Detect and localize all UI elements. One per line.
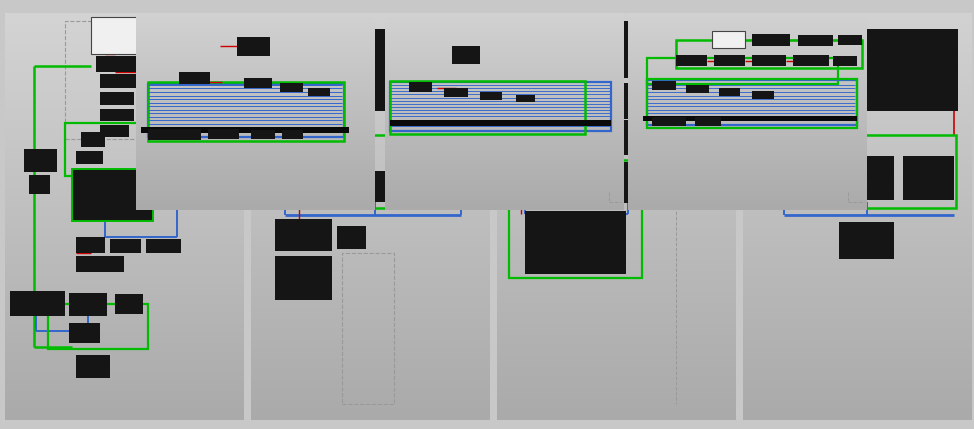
Bar — [280, 83, 304, 92]
Bar — [76, 256, 125, 272]
Bar — [839, 35, 862, 45]
Bar — [263, 135, 462, 208]
Bar — [10, 291, 64, 317]
Bar — [322, 171, 423, 202]
Bar — [390, 82, 612, 131]
Bar — [72, 169, 153, 221]
Bar — [281, 130, 304, 139]
Bar — [719, 88, 740, 96]
Bar — [337, 227, 366, 249]
Bar — [409, 82, 432, 92]
Bar — [276, 256, 332, 300]
Bar — [337, 164, 371, 186]
Bar — [160, 178, 189, 195]
Bar — [48, 304, 148, 349]
Bar — [752, 34, 791, 46]
Bar — [208, 129, 239, 139]
Bar — [100, 109, 133, 121]
Bar — [342, 253, 394, 404]
Bar — [525, 21, 650, 78]
Bar — [72, 169, 153, 221]
Bar — [24, 149, 57, 172]
Bar — [390, 120, 612, 126]
Bar — [148, 82, 344, 141]
Bar — [834, 56, 857, 66]
Bar — [390, 81, 585, 134]
Bar — [653, 81, 676, 90]
Bar — [81, 132, 105, 147]
Bar — [308, 88, 329, 96]
Bar — [100, 91, 133, 105]
Bar — [648, 80, 857, 125]
Bar — [676, 40, 862, 68]
Bar — [840, 29, 958, 111]
Bar — [64, 123, 184, 176]
Bar — [444, 88, 468, 97]
Bar — [590, 162, 666, 203]
Bar — [508, 111, 711, 160]
Bar — [807, 169, 840, 192]
Bar — [428, 172, 462, 202]
Bar — [299, 172, 330, 194]
Bar — [793, 55, 829, 66]
Bar — [452, 46, 480, 64]
Bar — [158, 154, 191, 174]
Bar — [508, 162, 585, 203]
Bar — [480, 92, 502, 100]
Bar — [64, 21, 196, 139]
Bar — [91, 17, 138, 54]
Bar — [904, 155, 954, 200]
Bar — [695, 118, 722, 127]
Bar — [714, 55, 745, 66]
Bar — [513, 119, 604, 155]
Bar — [148, 84, 344, 137]
Bar — [294, 140, 335, 168]
Bar — [115, 294, 143, 314]
Bar — [798, 35, 834, 46]
Bar — [840, 222, 894, 260]
Bar — [653, 117, 686, 127]
Bar — [110, 239, 141, 253]
Bar — [244, 78, 273, 88]
Bar — [612, 120, 668, 155]
Bar — [76, 237, 105, 253]
Bar — [76, 151, 102, 164]
Bar — [752, 55, 786, 66]
Bar — [712, 30, 745, 48]
Bar — [141, 127, 349, 133]
Bar — [755, 135, 956, 208]
Bar — [846, 162, 880, 184]
Bar — [100, 125, 129, 137]
Bar — [146, 239, 181, 253]
Bar — [830, 155, 894, 200]
Bar — [686, 85, 709, 94]
Bar — [648, 58, 839, 84]
Bar — [757, 145, 821, 202]
Bar — [69, 323, 100, 343]
Bar — [263, 170, 316, 202]
Bar — [276, 219, 332, 251]
Bar — [318, 29, 390, 111]
Bar — [179, 73, 210, 84]
Bar — [516, 94, 535, 102]
Bar — [148, 129, 201, 140]
Bar — [564, 83, 635, 119]
Bar — [508, 200, 642, 278]
Bar — [640, 83, 702, 119]
Bar — [801, 136, 842, 163]
Bar — [237, 36, 270, 56]
Bar — [648, 79, 857, 128]
Bar — [643, 116, 857, 121]
Bar — [676, 55, 707, 66]
Bar — [29, 175, 51, 194]
Bar — [525, 211, 625, 274]
Bar — [69, 293, 107, 317]
Bar — [95, 57, 138, 72]
Bar — [76, 355, 110, 378]
Bar — [251, 130, 275, 139]
Bar — [100, 74, 136, 88]
Bar — [752, 91, 773, 99]
